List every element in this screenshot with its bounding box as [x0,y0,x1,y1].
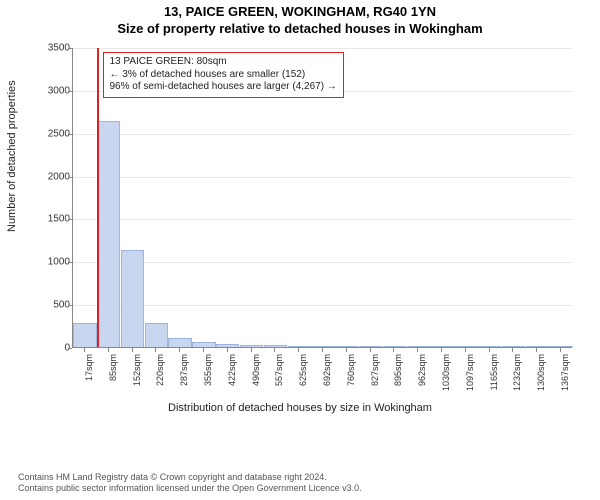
x-tick-mark [274,348,275,352]
y-axis-label: Number of detached properties [6,80,18,232]
x-tick-mark [322,348,323,352]
x-tick-label: 1030sqm [441,354,451,404]
x-tick-label: 1232sqm [512,354,522,404]
x-tick-mark [417,348,418,352]
gridline [73,48,572,49]
x-tick-label: 287sqm [179,354,189,404]
x-axis-label: Distribution of detached houses by size … [20,402,580,414]
x-tick-mark [536,348,537,352]
x-tick-label: 490sqm [251,354,261,404]
x-tick-mark [132,348,133,352]
histogram-bar [311,346,334,347]
x-tick-label: 355sqm [203,354,213,404]
x-tick-mark [512,348,513,352]
title-line2: Size of property relative to detached ho… [0,19,600,42]
x-tick-mark [179,348,180,352]
x-tick-mark [84,348,85,352]
footer-line2: Contains public sector information licen… [18,483,362,494]
x-tick-label: 1097sqm [465,354,475,404]
footer-line1: Contains HM Land Registry data © Crown c… [18,472,362,483]
x-tick-label: 827sqm [370,354,380,404]
histogram-bar [73,323,96,347]
x-tick-label: 557sqm [274,354,284,404]
y-tick-mark [68,348,72,349]
x-tick-mark [108,348,109,352]
x-tick-mark [155,348,156,352]
gridline [73,305,572,306]
histogram-bar [168,338,191,347]
histogram-bar [288,346,311,347]
histogram-bar [335,346,358,347]
y-tick-label: 500 [30,300,70,311]
histogram-bar [549,346,572,347]
x-tick-mark [465,348,466,352]
gridline [73,134,572,135]
x-tick-label: 1367sqm [560,354,570,404]
histogram-bar [192,342,215,347]
footer-attribution: Contains HM Land Registry data © Crown c… [18,472,362,495]
x-tick-mark [346,348,347,352]
histogram-bar [216,344,239,347]
x-tick-label: 1300sqm [536,354,546,404]
gridline [73,262,572,263]
histogram-bar [430,346,453,347]
histogram-bar [145,323,168,347]
histogram-chart: Number of detached properties 0500100015… [20,42,580,422]
histogram-bar [121,250,144,347]
x-tick-label: 692sqm [322,354,332,404]
y-tick-label: 1000 [30,257,70,268]
x-tick-mark [560,348,561,352]
histogram-bar [478,346,501,347]
histogram-bar [240,345,263,347]
x-tick-label: 422sqm [227,354,237,404]
x-tick-label: 895sqm [393,354,403,404]
info-box-line: ← 3% of detached houses are smaller (152… [110,69,337,82]
x-tick-label: 1165sqm [489,354,499,404]
gridline [73,177,572,178]
y-tick-label: 3000 [30,85,70,96]
x-tick-mark [203,348,204,352]
y-tick-label: 1500 [30,214,70,225]
x-tick-mark [251,348,252,352]
x-tick-mark [227,348,228,352]
histogram-bar [359,346,382,347]
y-tick-label: 2500 [30,128,70,139]
x-tick-mark [298,348,299,352]
histogram-bar [502,346,525,347]
y-tick-label: 3500 [30,43,70,54]
property-info-box: 13 PAICE GREEN: 80sqm← 3% of detached ho… [103,52,344,98]
title-line1: 13, PAICE GREEN, WOKINGHAM, RG40 1YN [0,0,600,19]
x-tick-label: 625sqm [298,354,308,404]
gridline [73,219,572,220]
histogram-bar [407,346,430,347]
x-tick-mark [441,348,442,352]
x-tick-label: 152sqm [132,354,142,404]
histogram-bar [383,346,406,347]
x-tick-mark [489,348,490,352]
info-box-line: 13 PAICE GREEN: 80sqm [110,56,337,69]
x-tick-label: 220sqm [155,354,165,404]
x-tick-label: 760sqm [346,354,356,404]
plot-area: 13 PAICE GREEN: 80sqm← 3% of detached ho… [72,48,572,348]
y-tick-label: 0 [30,343,70,354]
y-tick-label: 2000 [30,171,70,182]
histogram-bar [526,346,549,347]
histogram-bar [454,346,477,347]
x-tick-mark [370,348,371,352]
x-tick-label: 962sqm [417,354,427,404]
x-tick-label: 85sqm [108,354,118,404]
x-tick-label: 17sqm [84,354,94,404]
info-box-line: 96% of semi-detached houses are larger (… [110,81,337,94]
property-marker-line [97,48,99,347]
x-tick-mark [393,348,394,352]
histogram-bar [264,345,287,347]
histogram-bar [97,121,120,347]
